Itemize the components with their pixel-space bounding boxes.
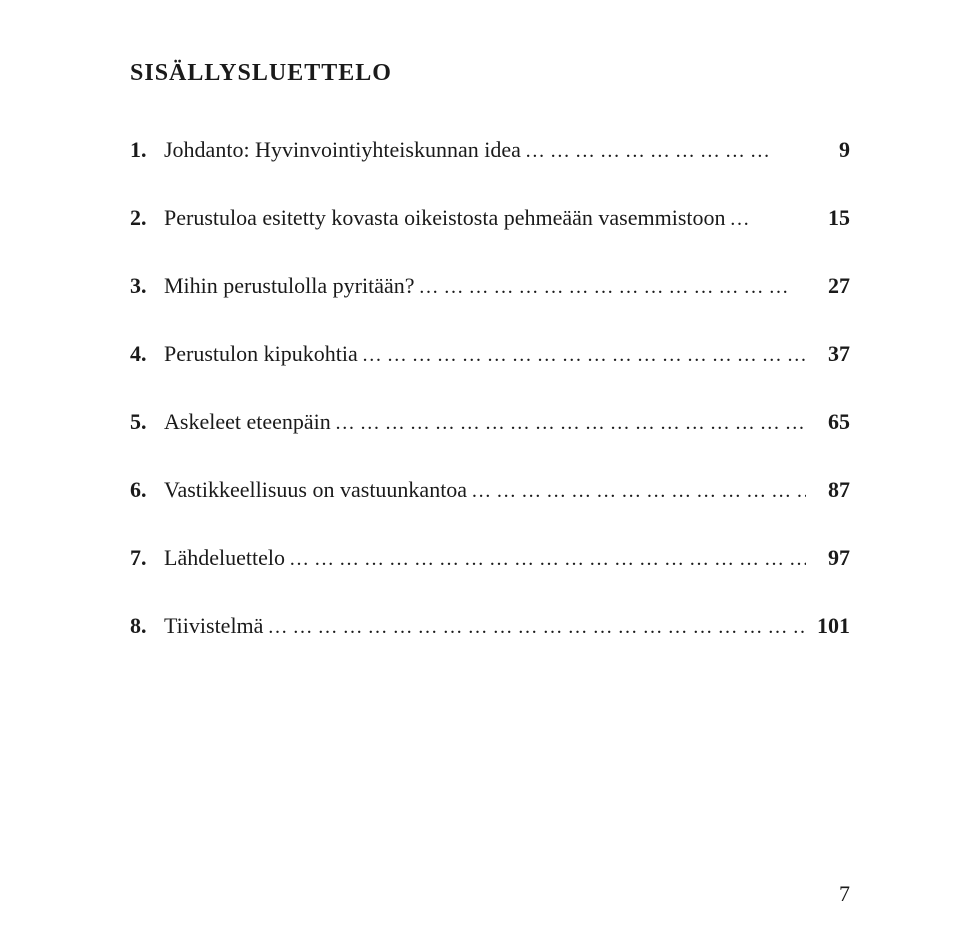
toc-item-number: 6.	[130, 477, 164, 503]
toc-item-title: Johdanto: Hyvinvointiyhteiskunnan idea	[164, 137, 521, 163]
toc-item-number: 8.	[130, 613, 164, 639]
toc-item-number: 3.	[130, 273, 164, 299]
toc-leader: ………………………………………………………	[331, 412, 806, 435]
toc-leader: ……………………………………………………	[358, 344, 806, 367]
toc-item-page: 37	[806, 341, 850, 367]
toc-item-number: 1.	[130, 137, 164, 163]
toc-item-title: Mihin perustulolla pyritään?	[164, 273, 415, 299]
toc-item-number: 4.	[130, 341, 164, 367]
toc-item-page: 87	[806, 477, 850, 503]
toc-item: 5. Askeleet eteenpäin …………………………………………………	[130, 409, 850, 435]
toc-heading: SISÄLLYSLUETTELO	[130, 60, 850, 87]
toc-item-title: Lähdeluettelo	[164, 545, 285, 571]
toc-leader: …………………………………………………………	[285, 548, 806, 571]
toc-item: 4. Perustulon kipukohtia …………………………………………	[130, 341, 850, 367]
toc-item-number: 7.	[130, 545, 164, 571]
toc-item: 7. Lähdeluettelo ………………………………………………………… …	[130, 545, 850, 571]
toc-item-page: 27	[806, 273, 850, 299]
toc-item-page: 9	[806, 137, 850, 163]
toc-item: 2. Perustuloa esitetty kovasta oikeistos…	[130, 205, 850, 231]
toc-item-page: 97	[806, 545, 850, 571]
toc-leader: ………………………………………	[415, 276, 807, 299]
toc-leader: …	[726, 208, 807, 231]
toc-item: 6. Vastikkeellisuus on vastuunkantoa …………	[130, 477, 850, 503]
toc-leader: ……………………………………	[467, 480, 806, 503]
toc-leader: ……………………………………………………………	[263, 616, 806, 639]
toc-item-page: 101	[806, 613, 850, 639]
toc-item-number: 5.	[130, 409, 164, 435]
toc-item-page: 15	[806, 205, 850, 231]
toc-item-title: Vastikkeellisuus on vastuunkantoa	[164, 477, 467, 503]
toc-item-page: 65	[806, 409, 850, 435]
toc-item-title: Perustuloa esitetty kovasta oikeistosta …	[164, 205, 726, 231]
page-number: 7	[839, 881, 850, 907]
toc-item-number: 2.	[130, 205, 164, 231]
toc-list: 1. Johdanto: Hyvinvointiyhteiskunnan ide…	[130, 137, 850, 639]
toc-item-title: Perustulon kipukohtia	[164, 341, 358, 367]
toc-item-title: Tiivistelmä	[164, 613, 263, 639]
toc-leader: …………………………	[521, 140, 806, 163]
toc-item: 8. Tiivistelmä …………………………………………………………… 1…	[130, 613, 850, 639]
toc-item-title: Askeleet eteenpäin	[164, 409, 331, 435]
toc-item: 1. Johdanto: Hyvinvointiyhteiskunnan ide…	[130, 137, 850, 163]
toc-item: 3. Mihin perustulolla pyritään? ………………………	[130, 273, 850, 299]
